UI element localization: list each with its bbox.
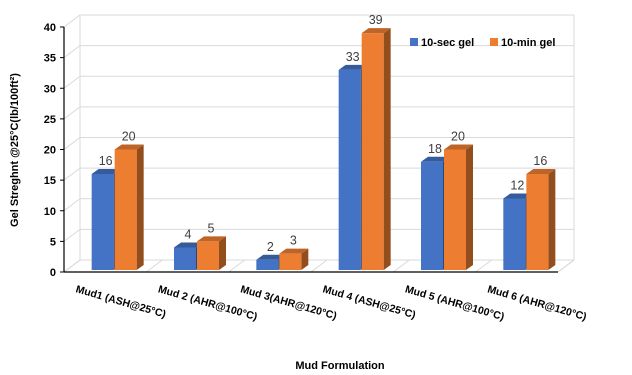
- data-label: 3: [290, 234, 297, 248]
- y-tick-label: 25: [44, 114, 56, 126]
- bar-top: [279, 248, 309, 254]
- data-label: 39: [369, 13, 383, 27]
- data-label: 4: [185, 228, 192, 242]
- chart-legend: 10-sec gel 10-min gel: [410, 37, 555, 49]
- bar-10-min-gel-5: [444, 144, 473, 270]
- gridline-side: [63, 198, 81, 212]
- gridline-side: [63, 106, 81, 120]
- data-label: 2: [267, 240, 274, 254]
- bar-front: [279, 253, 302, 270]
- bar-top: [503, 193, 533, 199]
- floor-separator: [63, 259, 81, 273]
- y-tick-label: 30: [44, 83, 56, 95]
- bar-top: [444, 144, 473, 150]
- gridline-side: [63, 228, 81, 242]
- bar-top: [361, 28, 391, 34]
- bar-top: [256, 254, 286, 260]
- bar-top: [338, 64, 368, 70]
- y-tick-label: 15: [44, 175, 56, 187]
- floor-separator: [146, 259, 163, 273]
- chart-bars: [91, 28, 556, 270]
- chart-axes: [60, 26, 558, 273]
- chart-gridlines: [63, 14, 575, 273]
- bar-10-min-gel-1: [114, 144, 144, 270]
- y-axis-title: Gel Streghnt @25°C(lb/100ft²): [9, 73, 21, 227]
- legend-swatch: [410, 38, 418, 46]
- data-label: 12: [510, 179, 524, 193]
- bar-front: [114, 149, 137, 270]
- bar-side: [219, 236, 226, 270]
- floor-separator: [310, 259, 328, 273]
- x-axis-title: Mud Formulation: [295, 360, 384, 372]
- bar-top: [197, 236, 226, 242]
- data-label: 16: [99, 154, 113, 168]
- floor-separator: [475, 259, 492, 273]
- data-label: 18: [428, 142, 442, 156]
- y-tick-label: 10: [44, 206, 56, 218]
- gridline-side: [63, 14, 81, 28]
- legend-item: 10-sec gel: [410, 37, 474, 49]
- bar-10-min-gel-6: [526, 169, 556, 270]
- bar-side: [466, 144, 473, 270]
- data-label: 16: [533, 154, 547, 168]
- bar-10-min-gel-3: [279, 248, 309, 270]
- bar-side: [548, 169, 556, 270]
- bar-front: [421, 161, 443, 270]
- y-tick-labels: 0 5 10 15 20 25 30 35 40: [44, 22, 56, 279]
- bar-front: [91, 174, 114, 270]
- bar-side: [136, 144, 144, 270]
- floor-separator: [393, 259, 410, 273]
- gridline-side: [63, 137, 81, 150]
- data-label: 20: [451, 130, 465, 144]
- y-tick-label: 0: [50, 267, 56, 279]
- gridline-side: [63, 167, 81, 181]
- bar-front: [197, 241, 219, 270]
- bar-front: [526, 174, 549, 270]
- bar-front: [503, 198, 526, 270]
- data-label: 5: [208, 221, 215, 235]
- bar-front: [338, 69, 361, 270]
- bar-front: [361, 33, 384, 270]
- data-label: 33: [346, 50, 360, 64]
- data-label: 20: [122, 130, 136, 144]
- bar-top: [174, 242, 203, 248]
- bar-front: [256, 259, 279, 270]
- x-tick-labels: Mud1 (ASH@25°C)Mud 2 (AHR@100°C)Mud 3(AH…: [74, 283, 588, 323]
- legend-swatch: [490, 38, 498, 46]
- y-tick-label: 35: [44, 53, 56, 65]
- legend-label: 10-sec gel: [421, 37, 474, 49]
- legend-label: 10-min gel: [501, 37, 555, 49]
- y-tick-label: 40: [44, 22, 56, 34]
- floor-separator: [228, 259, 245, 273]
- bar-front: [174, 247, 196, 270]
- gridline-side: [63, 45, 81, 59]
- x-tick-label: Mud1 (ASH@25°C): [74, 283, 167, 320]
- bar-side: [301, 248, 309, 270]
- bar-top: [91, 169, 121, 174]
- legend-item: 10-min gel: [490, 37, 555, 49]
- y-tick-label: 20: [44, 145, 56, 157]
- bar-top: [421, 156, 450, 162]
- gridline-side: [63, 75, 81, 89]
- bar-top: [526, 169, 556, 174]
- bar-10-min-gel-2: [197, 236, 226, 270]
- bar-side: [383, 28, 391, 270]
- bar-10-min-gel-4: [361, 28, 391, 270]
- bar-front: [444, 149, 466, 270]
- floor-separator: [557, 259, 575, 273]
- y-tick-label: 5: [50, 236, 56, 248]
- bar-top: [114, 144, 144, 150]
